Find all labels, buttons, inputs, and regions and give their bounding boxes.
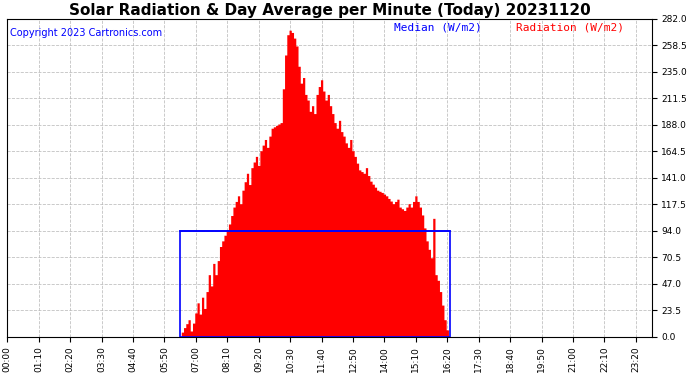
Text: Copyright 2023 Cartronics.com: Copyright 2023 Cartronics.com bbox=[10, 28, 163, 39]
Text: Median (W/m2): Median (W/m2) bbox=[394, 22, 482, 32]
Text: Radiation (W/m2): Radiation (W/m2) bbox=[516, 22, 624, 32]
Bar bbox=[180, 231, 450, 337]
Title: Solar Radiation & Day Average per Minute (Today) 20231120: Solar Radiation & Day Average per Minute… bbox=[68, 3, 591, 18]
